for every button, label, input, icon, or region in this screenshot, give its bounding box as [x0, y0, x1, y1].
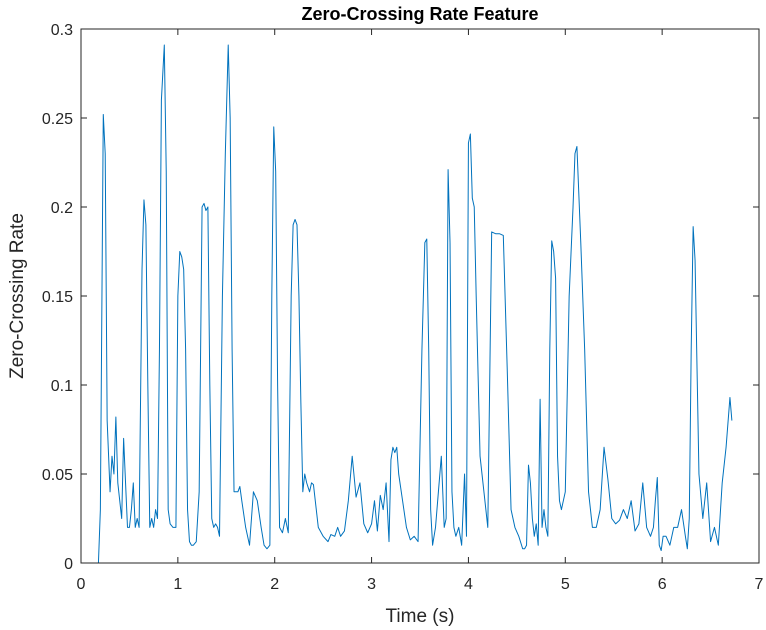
x-tick-label: 4	[464, 576, 473, 593]
x-tick-label: 6	[658, 576, 667, 593]
y-tick-label: 0	[64, 556, 73, 573]
axes-group: 0 1 2 3 4 5 6 7 0 0.05 0.1 0.15 0.2 0.25 0.3	[42, 22, 764, 593]
plot-area	[81, 29, 759, 563]
x-axis-label: Time (s)	[386, 606, 455, 627]
chart-title: Zero-Crossing Rate Feature	[301, 4, 538, 24]
y-tick-label: 0.15	[42, 289, 73, 306]
y-tick-label: 0.1	[51, 378, 73, 395]
y-tick-label: 0.05	[42, 467, 73, 484]
y-tick-label: 0.2	[51, 200, 73, 217]
x-tick-label: 3	[367, 576, 376, 593]
y-axis-label: Zero-Crossing Rate	[7, 213, 28, 379]
x-tick-label: 5	[561, 576, 570, 593]
series-group	[81, 44, 733, 564]
x-tick-label: 0	[77, 576, 86, 593]
y-tick-label: 0.25	[42, 111, 73, 128]
x-tick-label: 1	[173, 576, 182, 593]
x-tick-label: 7	[755, 576, 764, 593]
y-tick-label: 0.3	[51, 22, 73, 39]
x-tick-label: 2	[270, 576, 279, 593]
series-line-0	[81, 44, 733, 564]
